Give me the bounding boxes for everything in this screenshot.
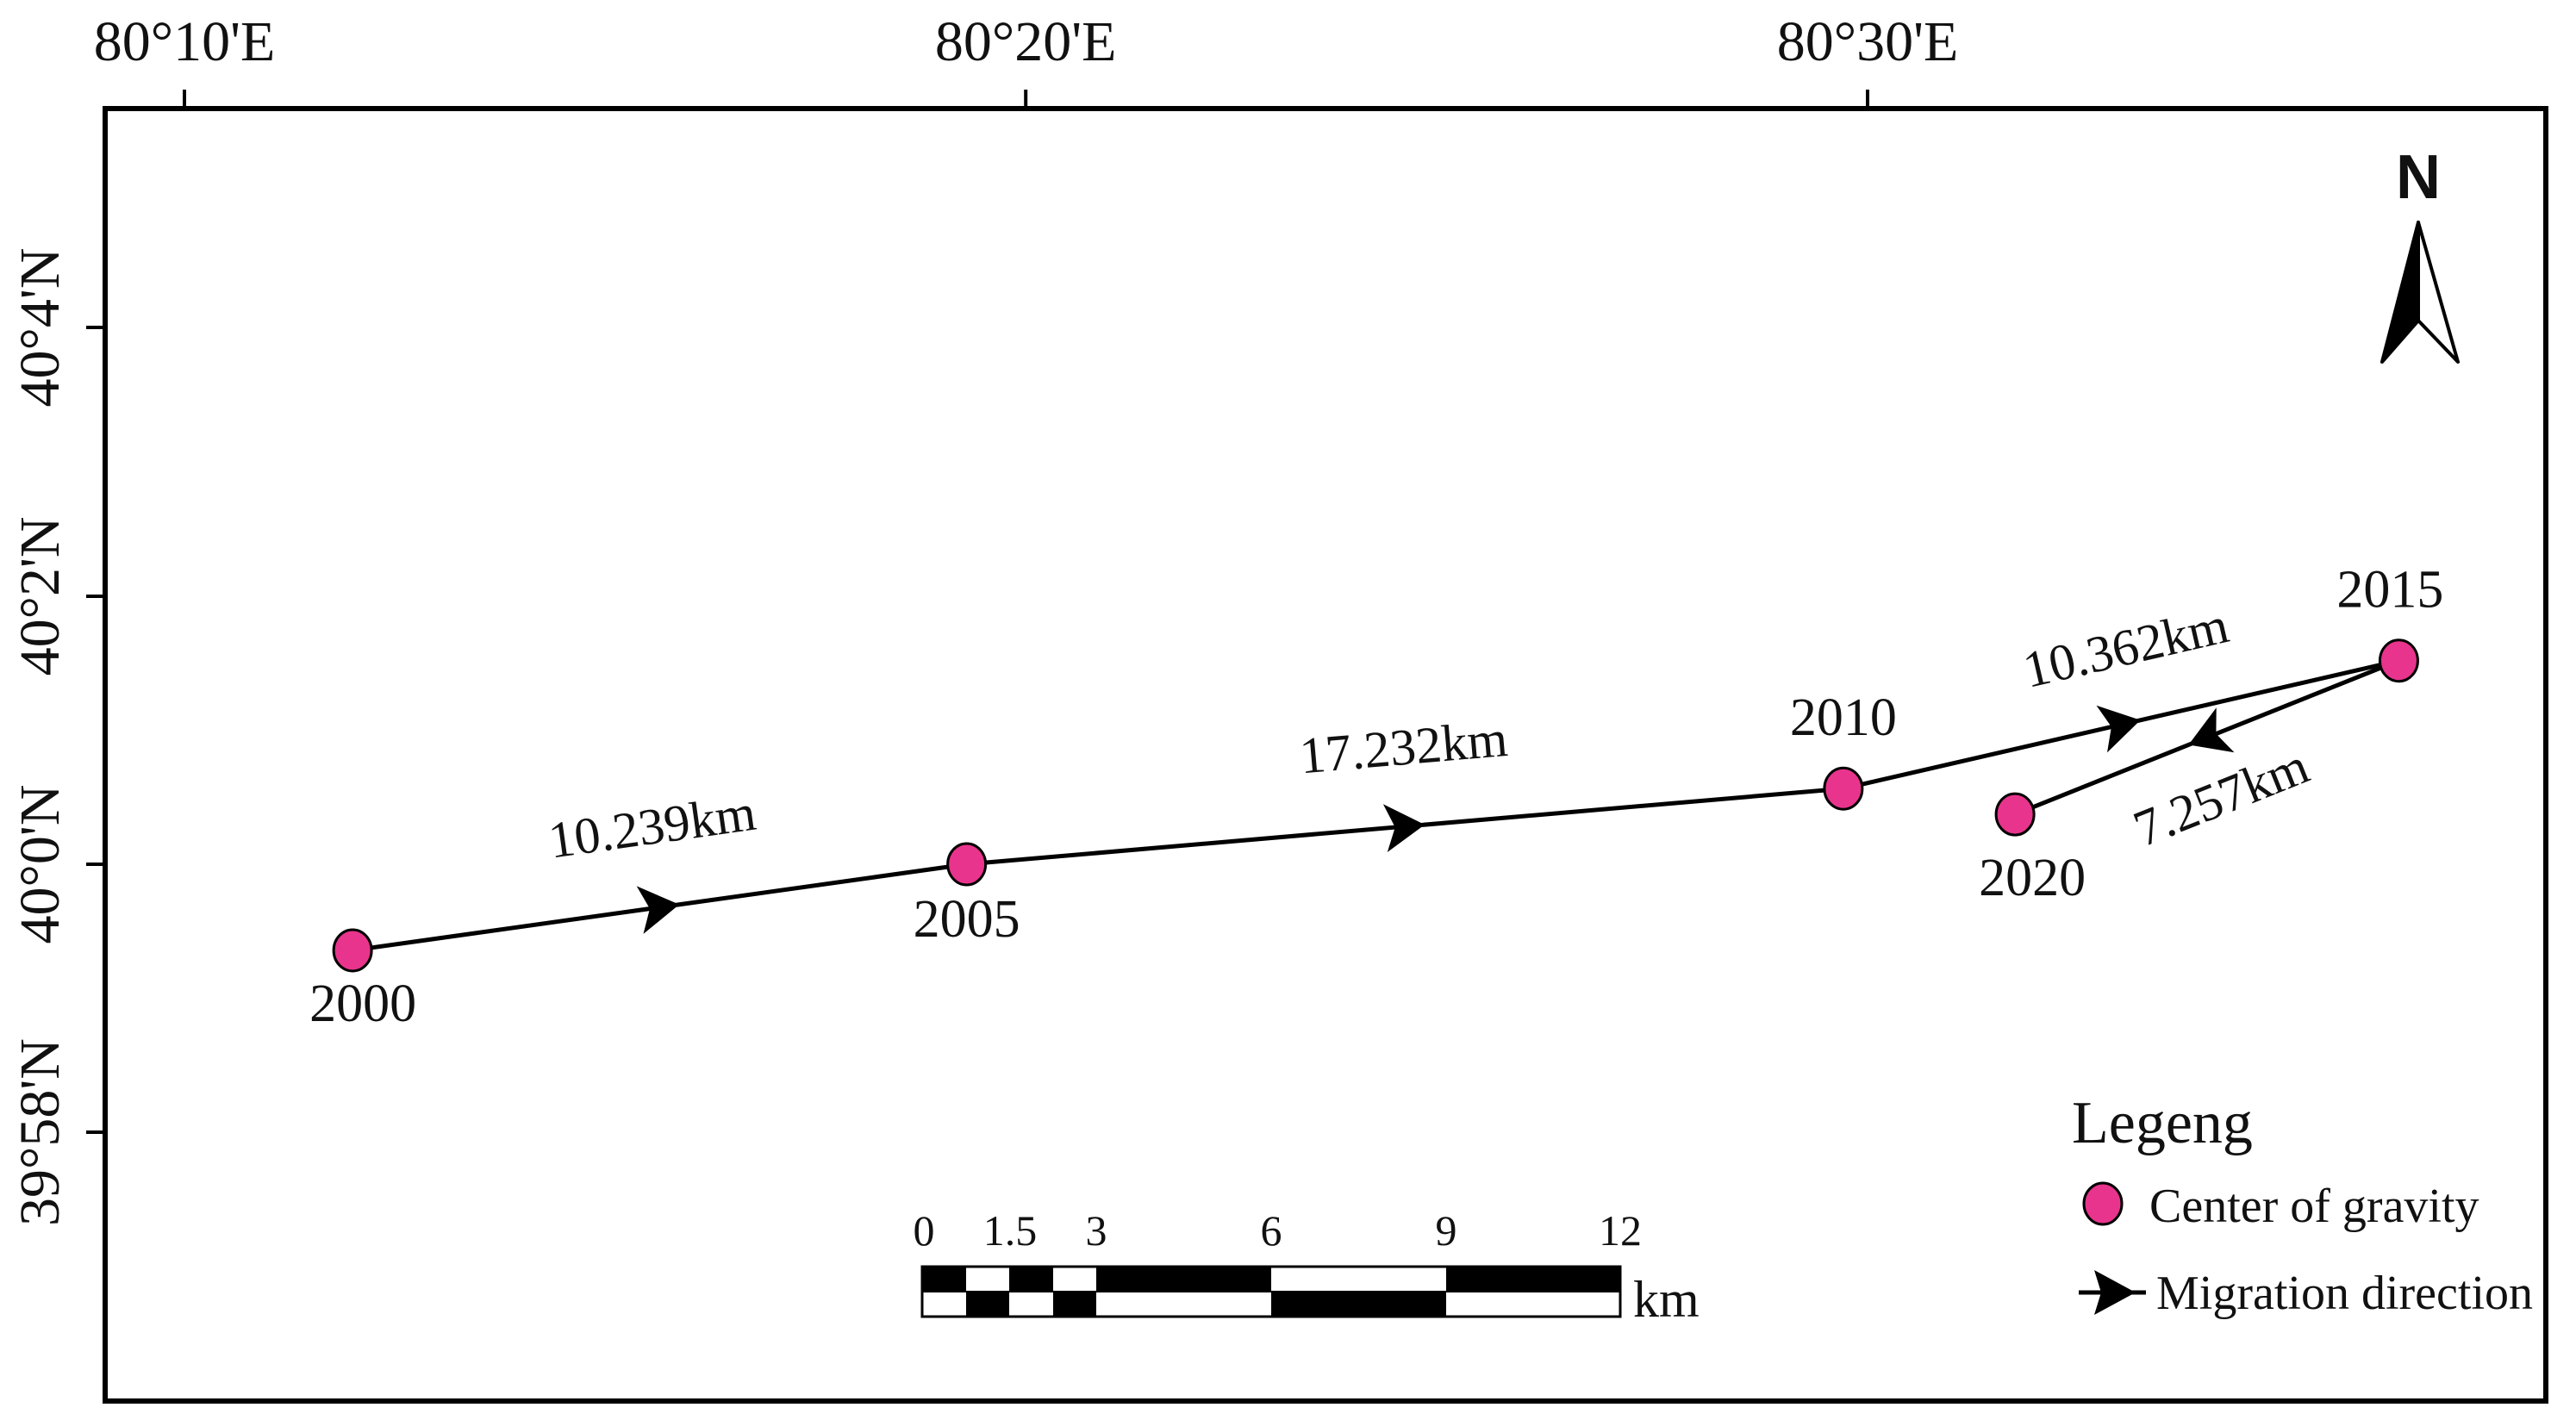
gravity-center-point — [2378, 638, 2419, 683]
scale-label: 0 — [914, 1206, 935, 1255]
migration-arrow-icon — [636, 886, 680, 934]
lat-tick-label: 40°0'N — [9, 785, 72, 944]
scale-label: 3 — [1086, 1206, 1107, 1255]
migration-arrow-icon — [2096, 705, 2141, 753]
year-label: 2010 — [1790, 688, 1897, 747]
year-label: 2000 — [309, 975, 416, 1033]
north-label: N — [2396, 143, 2441, 212]
year-label: 2015 — [2336, 561, 2443, 620]
legend: Legeng Center of gravity Migration direc… — [2072, 1090, 2533, 1320]
migration-arrow-icon — [1382, 804, 1425, 852]
lat-tick-label: 39°58'N — [9, 1038, 72, 1226]
gravity-center-point — [946, 842, 988, 887]
migration-arrow-icon — [2188, 707, 2235, 753]
gravity-center-point — [1994, 792, 2036, 837]
gravity-center-point — [332, 928, 373, 973]
gravity-center-point — [1823, 766, 1864, 811]
map-frame — [103, 106, 2548, 1404]
longitude-ticks: 80°10'E 80°20'E 80°30'E — [94, 10, 1959, 109]
arrow-icon — [2079, 1270, 2146, 1315]
pink-dot-icon — [2082, 1181, 2124, 1226]
lon-tick-label: 80°20'E — [935, 10, 1117, 73]
lat-tick-label: 40°4'N — [9, 248, 72, 408]
lon-tick-label: 80°10'E — [94, 10, 276, 73]
scale-bar: 0 1.5 3 6 9 12 km — [914, 1206, 1700, 1328]
scale-unit: km — [1633, 1271, 1700, 1328]
scale-label: 9 — [1436, 1206, 1457, 1255]
scale-label: 6 — [1261, 1206, 1282, 1255]
north-arrow-icon: N — [2380, 143, 2460, 364]
lon-tick-label: 80°30'E — [1777, 10, 1959, 73]
legend-item-label: Migration direction — [2156, 1267, 2533, 1320]
legend-title: Legeng — [2072, 1090, 2253, 1156]
gravity-centers: 2000 2005 2010 2015 2020 — [309, 561, 2443, 1033]
scale-label: 12 — [1599, 1206, 1642, 1255]
lat-tick-label: 40°2'N — [9, 516, 72, 676]
year-label: 2005 — [914, 890, 1020, 949]
migration-path — [352, 658, 2400, 953]
scale-label: 1.5 — [983, 1206, 1038, 1255]
year-label: 2020 — [1979, 849, 2086, 907]
legend-item-label: Center of gravity — [2149, 1180, 2479, 1233]
latitude-ticks: 40°4'N 40°2'N 40°0'N 39°58'N — [9, 248, 105, 1226]
